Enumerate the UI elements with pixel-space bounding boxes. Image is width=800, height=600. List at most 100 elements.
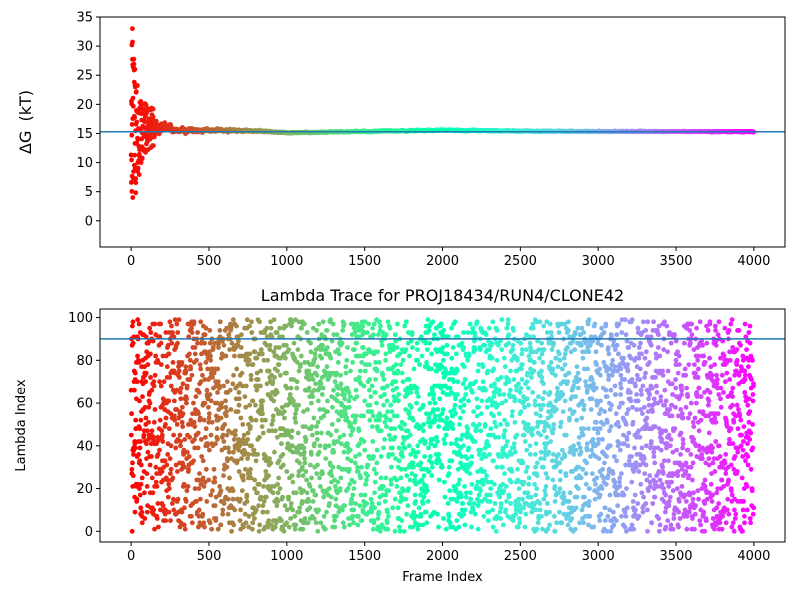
x-tick-label: 500 — [197, 254, 222, 269]
free-energy-point — [134, 119, 140, 125]
lambda-trace-point — [201, 484, 207, 489]
lambda-trace-point — [215, 366, 221, 372]
lambda-trace-point — [130, 323, 135, 329]
lambda-trace-point — [236, 396, 242, 402]
lambda-trace-point — [172, 417, 178, 423]
free-energy-point — [129, 132, 135, 138]
lambda-trace-point — [224, 464, 230, 470]
lambda-trace-point — [224, 379, 230, 385]
lambda-trace-point — [272, 375, 277, 380]
lambda-trace-point — [238, 507, 244, 513]
lambda-trace-point — [259, 424, 265, 429]
lambda-trace-point — [215, 390, 220, 395]
lambda-trace-point — [258, 368, 264, 374]
lambda-trace-point — [227, 387, 233, 393]
lambda-trace-point — [203, 360, 209, 365]
lambda-trace-point — [198, 319, 204, 325]
lambda-trace-point — [166, 426, 172, 432]
lambda-trace-point — [196, 411, 201, 417]
lambda-trace-point — [260, 398, 266, 404]
free-energy-point — [128, 180, 134, 185]
lambda-trace-point — [143, 379, 149, 385]
lambda-trace-point — [186, 454, 192, 459]
lambda-trace-point — [271, 398, 277, 404]
lambda-trace-point — [148, 330, 154, 335]
lambda-trace-point — [225, 496, 231, 502]
lambda-trace-point — [159, 432, 165, 438]
lambda-trace-point — [240, 422, 246, 427]
lambda-trace-point — [207, 328, 213, 333]
lambda-trace-point — [159, 428, 165, 434]
lambda-trace-point — [274, 390, 280, 395]
lambda-trace-point — [171, 432, 177, 438]
lambda-trace-point — [152, 321, 158, 327]
lambda-trace-point — [217, 484, 223, 489]
lambda-trace-point — [170, 475, 176, 481]
lambda-trace-point — [170, 330, 175, 335]
lambda-trace-point — [266, 518, 272, 523]
lambda-trace-point — [271, 317, 277, 323]
lambda-trace-point — [182, 526, 188, 532]
lambda-trace-point — [204, 499, 210, 504]
lambda-trace-point — [160, 439, 166, 444]
lambda-trace-point — [240, 473, 246, 479]
lambda-trace-point — [139, 475, 145, 481]
lambda-trace-point — [232, 353, 237, 359]
lambda-trace-point — [149, 454, 154, 459]
lambda-trace-point — [201, 417, 207, 423]
lambda-trace-point — [170, 501, 175, 506]
lambda-trace-point — [144, 509, 150, 515]
lambda-trace-point — [258, 347, 264, 352]
lambda-trace-point — [134, 496, 140, 502]
lambda-trace-point — [274, 330, 280, 335]
lambda-trace-point — [223, 398, 228, 404]
lambda-trace-point — [184, 488, 190, 494]
lambda-trace-point — [261, 484, 266, 489]
lambda-trace-point — [169, 323, 174, 329]
lambda-trace-point — [232, 507, 238, 513]
lambda-trace-point — [157, 447, 162, 453]
lambda-trace-point — [267, 456, 272, 461]
lambda-trace-point — [151, 507, 157, 513]
lambda-trace-point — [189, 330, 195, 335]
lambda-trace-point — [206, 411, 212, 417]
lambda-trace-point — [182, 505, 187, 511]
x-tick-label: 3000 — [582, 254, 615, 269]
lambda-trace-point — [151, 379, 157, 385]
lambda-trace-point — [264, 325, 270, 331]
lambda-trace-point — [225, 511, 231, 517]
lambda-trace-point — [144, 484, 150, 489]
lambda-trace-point — [160, 503, 166, 509]
lambda-trace-point — [138, 481, 144, 487]
lambda-trace-point — [142, 490, 147, 496]
lambda-trace-point — [177, 432, 183, 438]
free-energy-point — [132, 152, 138, 158]
lambda-trace-point — [141, 432, 147, 438]
lambda-trace-point — [255, 490, 260, 496]
lambda-trace-point — [184, 449, 190, 455]
lambda-trace-point — [221, 439, 227, 444]
lambda-trace-point — [135, 317, 141, 323]
free-energy-y-axis-label: ΔG (kT) — [16, 90, 35, 154]
free-energy-y-label-symbol: ΔG — [16, 131, 35, 154]
lambda-trace-point — [257, 319, 262, 325]
free-energy-point — [128, 152, 134, 158]
free-energy-point — [139, 155, 145, 161]
lambda-trace-point — [168, 383, 174, 389]
lambda-trace-point — [253, 458, 259, 464]
lambda-trace-point — [245, 456, 251, 461]
lambda-trace-point — [198, 366, 204, 372]
lambda-trace-point — [212, 479, 218, 485]
free-energy-point — [137, 151, 142, 157]
lambda-trace-point — [256, 528, 262, 534]
lambda-trace-point — [165, 494, 171, 500]
lambda-trace-point — [192, 424, 198, 429]
x-tick-label: 1000 — [270, 254, 303, 269]
free-energy-point — [133, 89, 139, 95]
lambda-trace-point — [192, 437, 197, 442]
lambda-trace-point — [245, 430, 251, 436]
free-energy-point — [135, 166, 140, 171]
lambda-trace-point — [202, 524, 207, 530]
lambda-trace-point — [260, 351, 265, 357]
